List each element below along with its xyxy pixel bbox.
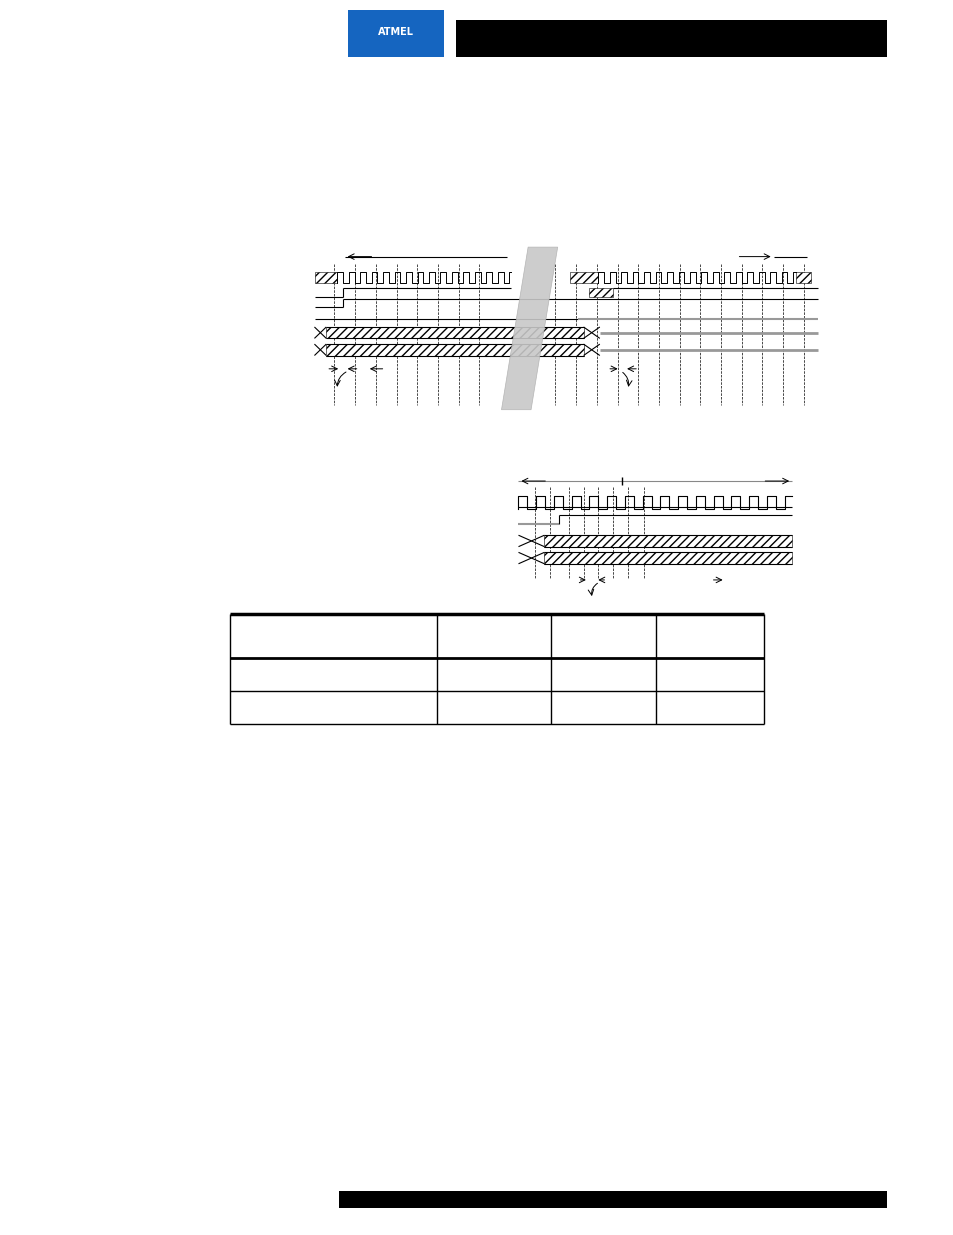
Bar bbox=[314, 272, 337, 283]
Polygon shape bbox=[501, 247, 558, 410]
Bar bbox=[326, 327, 583, 338]
Bar bbox=[589, 288, 613, 296]
Text: ATMEL: ATMEL bbox=[377, 27, 414, 37]
Bar bbox=[544, 535, 791, 547]
Bar bbox=[570, 272, 598, 283]
Bar bbox=[326, 345, 583, 356]
Bar bbox=[544, 552, 791, 563]
Bar bbox=[795, 272, 810, 283]
